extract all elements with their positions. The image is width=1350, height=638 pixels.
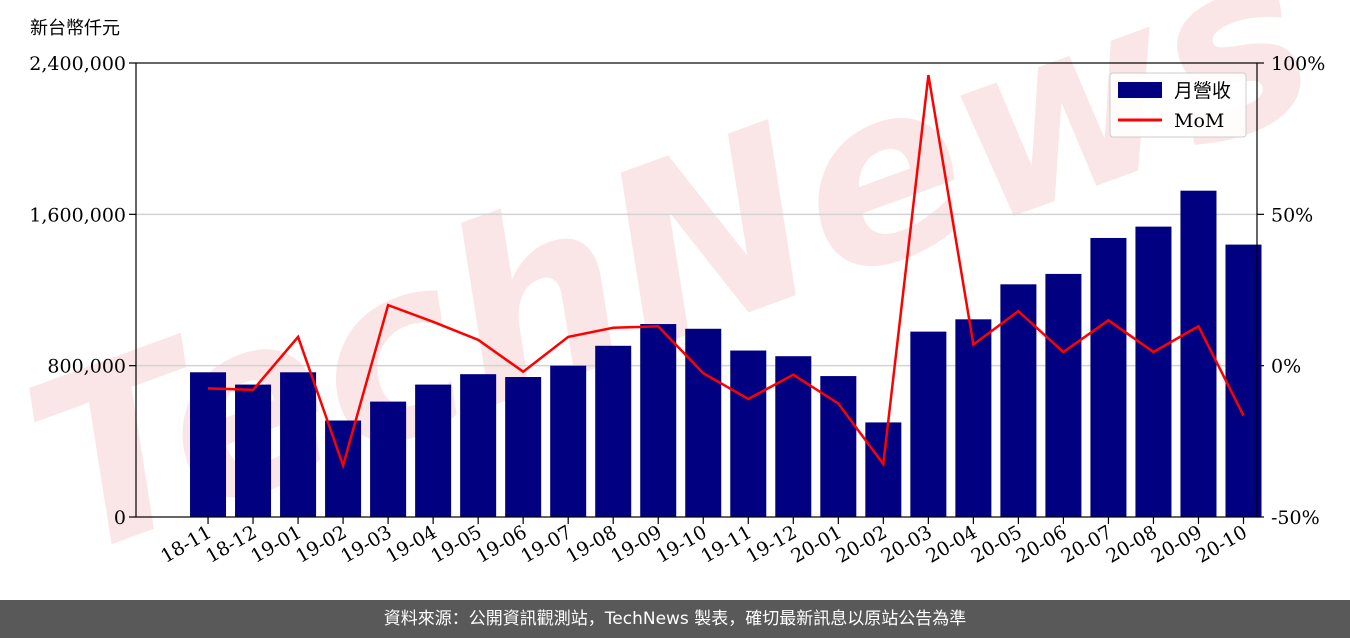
bar-series (190, 190, 1262, 518)
bar-20-08 (1135, 226, 1172, 518)
x-tick-label: 20-10 (1193, 521, 1251, 567)
bar-20-06 (1045, 273, 1082, 517)
left-tick-label: 800,000 (47, 356, 126, 378)
bar-18-12 (235, 384, 272, 517)
bar-20-01 (820, 376, 857, 517)
bar-19-09 (640, 324, 677, 517)
bar-18-11 (190, 372, 227, 517)
right-tick-label: 0% (1271, 356, 1301, 378)
bar-19-10 (685, 328, 722, 517)
y-axis-unit-label: 新台幣仟元 (30, 18, 120, 39)
bar-20-02 (865, 422, 902, 517)
x-tick-label: 19-04 (382, 521, 440, 567)
x-tick-label: 20-02 (832, 521, 890, 567)
left-tick-label: 0 (114, 507, 126, 529)
right-tick-label: 50% (1271, 204, 1313, 226)
left-tick-label: 2,400,000 (29, 53, 126, 75)
x-tick-label: 19-12 (742, 521, 800, 567)
x-tick-label: 19-08 (562, 521, 620, 567)
bar-19-04 (415, 384, 452, 517)
mom-line-series (207, 74, 1245, 470)
bar-19-08 (595, 345, 632, 517)
mom-line (207, 74, 1245, 470)
bar-20-04 (955, 319, 992, 517)
footer-source-note: 資料來源：公開資訊觀測站，TechNews 製表，確切最新訊息以原站公告為準 (0, 600, 1350, 638)
chart: TechNews 0800,0001,600,0002,400,000-50%0… (0, 0, 1348, 600)
plot-frame (135, 62, 1258, 518)
bar-20-07 (1090, 237, 1127, 517)
x-tick-label: 20-08 (1103, 521, 1161, 567)
bar-19-03 (370, 401, 407, 517)
x-tick-label: 19-09 (607, 521, 665, 567)
x-tick-label: 20-01 (787, 521, 845, 567)
x-tick-label: 19-10 (652, 521, 710, 567)
x-tick-label: 20-06 (1012, 521, 1070, 567)
bar-19-11 (730, 350, 767, 517)
x-tick-label: 20-05 (967, 521, 1025, 567)
bar-19-01 (280, 372, 317, 517)
x-tick-label: 19-11 (697, 521, 755, 567)
right-tick-label: -50% (1271, 507, 1320, 529)
x-tick-label: 19-03 (337, 521, 395, 567)
x-tick-label: 20-03 (877, 521, 935, 567)
left-tick-label: 1,600,000 (29, 204, 126, 226)
bar-19-06 (505, 377, 542, 517)
legend-label: 月營收 (1174, 80, 1231, 102)
bar-19-05 (460, 374, 497, 517)
bar-19-07 (550, 365, 587, 517)
legend: 月營收 MoM (1109, 72, 1247, 138)
legend-label: MoM (1174, 110, 1224, 132)
x-tick-label: 19-06 (472, 521, 530, 567)
bar-20-09 (1180, 190, 1217, 517)
bar-20-03 (910, 331, 947, 517)
right-tick-label: 100% (1271, 53, 1325, 75)
x-tick-label: 19-07 (517, 521, 575, 567)
legend-swatch-bar (1118, 82, 1162, 98)
x-tick-label: 19-05 (427, 521, 485, 567)
x-tick-label: 20-09 (1148, 521, 1206, 567)
x-tick-label: 20-04 (922, 521, 980, 567)
bar-20-10 (1225, 244, 1262, 517)
x-tick-label: 20-07 (1057, 521, 1115, 567)
